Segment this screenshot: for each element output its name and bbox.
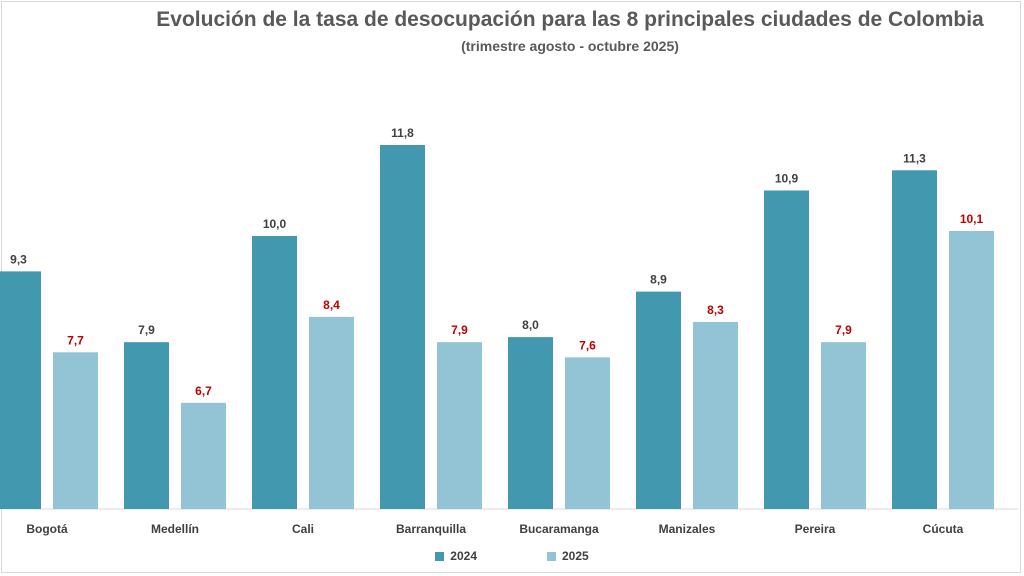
bar-2025-4: [565, 357, 610, 509]
legend-label-2024: 2024: [450, 549, 477, 563]
data-label-2025-6: 7,9: [835, 323, 852, 337]
data-label-2025-3: 7,9: [451, 323, 468, 337]
legend-item-2025: 2025: [547, 549, 589, 563]
bar-2024-4: [508, 337, 553, 509]
category-label-4: Bucaramanga: [519, 522, 599, 536]
data-label-2025-2: 8,4: [323, 298, 340, 312]
bar-2024-7: [892, 170, 937, 509]
bar-2024-5: [636, 291, 681, 509]
bar-2024-0: [0, 271, 41, 509]
bar-2025-6: [821, 342, 866, 509]
category-label-2: Cali: [292, 522, 314, 536]
chart-subtitle: (trimestre agosto - octubre 2025): [461, 38, 679, 54]
data-label-2025-5: 8,3: [707, 303, 724, 317]
category-label-7: Cúcuta: [923, 522, 964, 536]
chart-legend: 2024 2025: [0, 549, 1024, 563]
category-label-6: Pereira: [795, 522, 836, 536]
legend-label-2025: 2025: [562, 549, 589, 563]
legend-item-2024: 2024: [435, 549, 477, 563]
data-label-2024-6: 10,9: [775, 172, 799, 186]
bar-2024-3: [380, 145, 425, 509]
data-label-2024-2: 10,0: [263, 217, 287, 231]
bar-2024-2: [252, 236, 297, 509]
bar-2024-6: [764, 190, 809, 509]
bar-2024-1: [124, 342, 169, 509]
bar-2025-7: [949, 230, 994, 509]
legend-swatch-2025: [547, 551, 556, 561]
data-label-2025-4: 7,6: [579, 338, 596, 352]
data-label-2024-7: 11,3: [903, 151, 926, 165]
data-label-2024-4: 8,0: [522, 318, 539, 332]
bar-2025-3: [437, 342, 482, 509]
bar-2025-1: [181, 402, 226, 509]
bar-2025-0: [53, 352, 98, 509]
data-label-2024-0: 9,3: [10, 252, 27, 266]
data-label-2024-5: 8,9: [650, 273, 667, 287]
data-label-2024-3: 11,8: [391, 126, 414, 140]
data-label-2025-1: 6,7: [195, 384, 212, 398]
category-label-0: Bogotá: [26, 522, 68, 536]
bar-2025-5: [693, 321, 738, 509]
data-label-2024-1: 7,9: [138, 323, 155, 337]
legend-swatch-2024: [435, 551, 445, 561]
bar-2025-2: [309, 316, 354, 509]
category-label-3: Barranquilla: [396, 522, 466, 536]
data-label-2025-7: 10,1: [960, 212, 984, 226]
category-label-1: Medellín: [151, 522, 199, 536]
chart-title: Evolución de la tasa de desocupación par…: [156, 8, 984, 31]
data-label-2025-0: 7,7: [67, 333, 84, 347]
category-label-5: Manizales: [659, 522, 716, 536]
